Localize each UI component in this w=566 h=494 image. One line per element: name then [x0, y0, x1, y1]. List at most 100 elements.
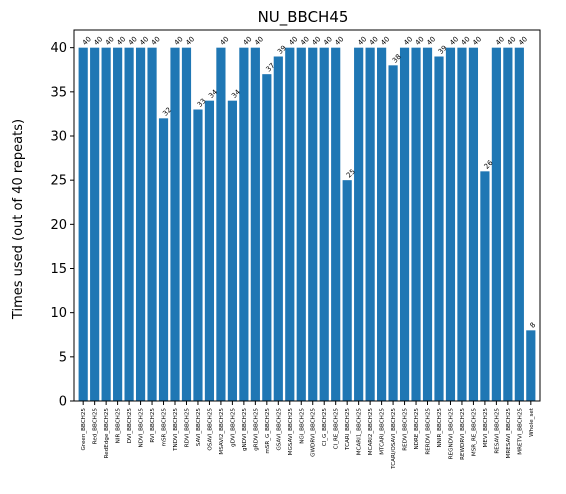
- bar-value-label: 25: [345, 168, 357, 180]
- bar: [204, 100, 215, 402]
- bar: [90, 47, 100, 402]
- x-tick-label: MRETVI_BBCH25: [517, 408, 523, 455]
- x-tick-label: Green_BBCH25: [81, 408, 87, 451]
- x-tick-label: RVI_BBCH25: [150, 408, 156, 443]
- x-tick-label: CI_G_BBCH25: [322, 408, 328, 447]
- bar-value-label: 40: [81, 35, 93, 47]
- bar: [503, 47, 513, 402]
- bar-value-label: 40: [127, 35, 139, 47]
- x-tick-label: SAVI_BBCH25: [196, 408, 202, 447]
- bar-value-label: 40: [184, 35, 196, 47]
- bar-value-label: 40: [379, 35, 391, 47]
- bar-value-label: 40: [494, 35, 506, 47]
- x-tick-label: TCARI_BBCH25: [345, 408, 351, 451]
- bar-value-label: 38: [391, 53, 403, 65]
- bar: [399, 47, 410, 402]
- bar-value-label: 40: [506, 35, 518, 47]
- bar: [434, 56, 444, 401]
- bar: [239, 47, 249, 402]
- x-tick-label: OSAVI_BBCH25: [207, 408, 213, 451]
- x-tick-label: MEVI_BBCH25: [483, 408, 489, 448]
- bar: [411, 47, 421, 402]
- bar-value-label: 40: [219, 35, 231, 47]
- bar: [319, 47, 329, 402]
- bar-value-label: 40: [138, 35, 150, 47]
- bar-value-label: 40: [242, 35, 254, 47]
- bar: [331, 47, 341, 402]
- x-tick-label: GSAVI_BBCH25: [276, 408, 282, 451]
- bar: [422, 47, 433, 402]
- y-tick-label: 35: [50, 85, 67, 100]
- bar-value-label: 39: [276, 44, 288, 56]
- x-tick-label: mSR_BBCH25: [162, 408, 168, 447]
- bar: [342, 180, 352, 401]
- bar: [273, 56, 283, 401]
- bar: [480, 171, 490, 401]
- bar: [113, 47, 123, 402]
- x-tick-label: gDVI_BBCH25: [230, 408, 236, 447]
- x-tick-label: DVI_BBCH25: [127, 408, 133, 444]
- x-tick-label: RDVI_BBCH25: [184, 408, 190, 448]
- bar-value-label: 8: [529, 321, 538, 330]
- y-tick-label: 15: [50, 262, 67, 277]
- plot-frame: [73, 29, 541, 402]
- bar: [193, 109, 203, 401]
- bar: [514, 47, 524, 402]
- bar: [262, 74, 272, 402]
- bar: [377, 47, 387, 402]
- x-tick-label: MSR_RE_BBCH25: [471, 408, 477, 457]
- bar: [147, 47, 157, 402]
- bar-value-label: 40: [425, 35, 437, 47]
- bar-value-label: 40: [322, 35, 334, 47]
- bar-value-label: 40: [471, 35, 483, 47]
- x-tick-label: CI_RE_BBCH25: [334, 408, 340, 450]
- x-tick-label: Whole_set: [529, 407, 535, 437]
- x-tick-label: gRDVI_BBCH25: [253, 408, 259, 451]
- x-tick-label: MCARI1_BBCH25: [357, 408, 363, 456]
- x-tick-label: RedEdge_BBCH25: [104, 408, 110, 459]
- bar-value-label: 40: [356, 35, 368, 47]
- bar-value-label: 40: [368, 35, 380, 47]
- bar-value-label: 40: [253, 35, 265, 47]
- y-tick-label: 5: [59, 350, 67, 365]
- x-tick-label: RERDVI_BBCH25: [426, 408, 432, 455]
- bar: [250, 47, 260, 402]
- x-tick-label: NGI_BBCH25: [299, 408, 305, 444]
- bar: [158, 118, 169, 401]
- bar-value-label: 40: [173, 35, 185, 47]
- bar: [181, 47, 192, 402]
- bar-value-label: 33: [196, 97, 208, 109]
- bar: [78, 47, 88, 402]
- x-tick-label: Red_BBCH25: [93, 408, 99, 445]
- x-tick-label: MTCARI_BBCH25: [380, 408, 386, 455]
- x-tick-label: REWDRVI_BBCH25: [460, 408, 466, 460]
- x-tick-label: TNDVI_BBCH25: [173, 408, 179, 452]
- bar-value-label: 39: [437, 44, 449, 56]
- bar: [216, 47, 226, 402]
- bar: [308, 47, 318, 402]
- bar-value-label: 40: [115, 35, 127, 47]
- x-tick-label: GWDRVI_BBCH25: [311, 408, 317, 457]
- x-tick-label: mSR_G_BBCH25: [265, 408, 271, 454]
- bar-value-label: 40: [460, 35, 472, 47]
- bar-value-label: 40: [402, 35, 414, 47]
- bar: [388, 65, 398, 401]
- bar: [457, 47, 467, 402]
- x-tick-label: NDRE_BBCH25: [414, 408, 420, 450]
- bar-value-label: 37: [265, 62, 277, 74]
- bar: [365, 47, 375, 402]
- bar: [135, 47, 146, 402]
- bar-value-label: 40: [104, 35, 116, 47]
- bar: [526, 330, 536, 401]
- bar: [468, 47, 479, 402]
- bar-value-label: 40: [92, 35, 104, 47]
- bar: [285, 47, 295, 402]
- bar-value-label: 40: [299, 35, 311, 47]
- bar-value-label: 40: [333, 35, 345, 47]
- bar: [170, 47, 180, 402]
- x-tick-label: MRESAVI_BBCH25: [506, 408, 512, 459]
- y-tick-label: 0: [59, 395, 67, 410]
- y-tick-label: 10: [50, 306, 67, 321]
- bar-value-label: 40: [288, 35, 300, 47]
